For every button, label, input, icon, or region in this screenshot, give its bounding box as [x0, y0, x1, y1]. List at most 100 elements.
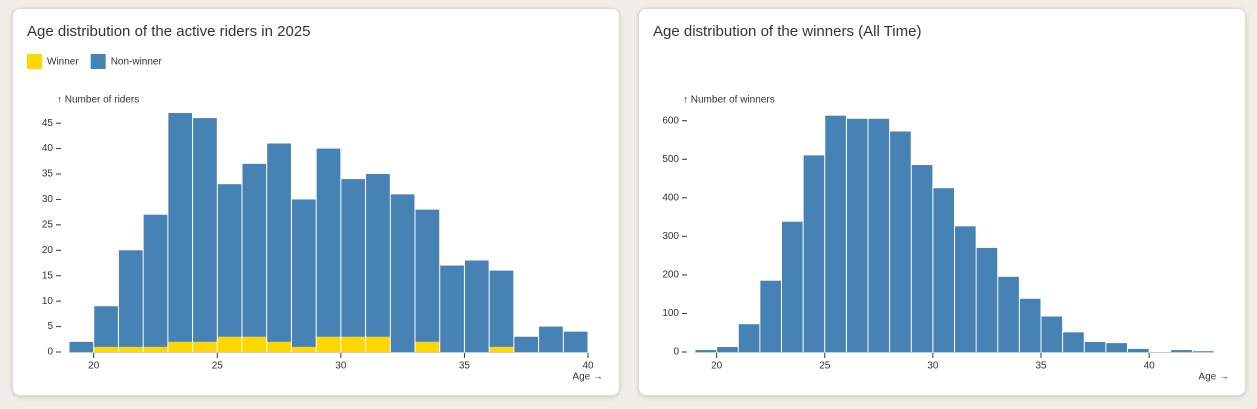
bar [415, 209, 440, 342]
bar [717, 346, 738, 352]
bar [69, 341, 94, 352]
chart-title: Age distribution of the active riders in… [27, 23, 311, 40]
bar [242, 336, 267, 352]
bar [738, 324, 760, 352]
y-tick-label: 25 [42, 220, 54, 231]
bar [890, 131, 911, 352]
bar [217, 336, 242, 352]
bar [695, 350, 717, 352]
y-tick-label: 100 [662, 308, 679, 319]
bar [846, 118, 868, 352]
bar [933, 188, 954, 352]
chart-title: Age distribution of the winners (All Tim… [653, 23, 921, 40]
bar [825, 115, 846, 352]
chart: Age distribution of the winners (All Tim… [653, 23, 1229, 383]
y-tick-label: 40 [42, 143, 54, 154]
y-tick-label: 0 [673, 347, 679, 358]
y-tick-label: 0 [47, 347, 53, 358]
y-tick-label: 45 [42, 118, 54, 129]
bar [514, 336, 539, 352]
x-tick-label: 35 [459, 361, 471, 372]
bar [267, 143, 291, 342]
bar [464, 260, 489, 352]
bar [390, 194, 415, 352]
bar [267, 341, 291, 352]
bar [341, 179, 366, 337]
bar [998, 276, 1019, 352]
bar [1063, 332, 1084, 352]
x-axis-label: Age → [1198, 372, 1229, 383]
x-tick-label: 30 [927, 361, 939, 372]
x-tick-label: 30 [335, 361, 347, 372]
legend-label: Non-winner [111, 57, 163, 68]
bar [291, 199, 316, 347]
y-tick-label: 300 [662, 231, 679, 242]
bar [143, 214, 168, 347]
bar [760, 280, 781, 352]
y-tick-label: 30 [42, 194, 54, 205]
bar [291, 346, 316, 352]
bar [94, 346, 118, 352]
bar [341, 336, 366, 352]
bar [868, 118, 890, 352]
bar [1106, 343, 1127, 352]
y-tick-label: 10 [42, 296, 54, 307]
bar [1019, 298, 1041, 352]
bar [911, 165, 933, 352]
bar [440, 265, 464, 352]
bar [366, 174, 390, 337]
x-tick-label: 25 [212, 361, 224, 372]
bar [539, 326, 563, 352]
bar [193, 341, 217, 352]
bar [976, 247, 998, 352]
bar [168, 341, 193, 352]
bar [366, 336, 390, 352]
y-axis-label: ↑ Number of riders [57, 95, 139, 106]
card: Age distribution of the winners (All Tim… [638, 8, 1246, 396]
bar [563, 331, 588, 352]
bar [489, 270, 514, 347]
bar [1192, 351, 1214, 352]
y-tick-label: 15 [42, 270, 54, 281]
bar [118, 250, 143, 347]
legend-label: Winner [47, 57, 79, 68]
x-tick-label: 40 [1144, 361, 1156, 372]
y-tick-label: 5 [47, 321, 53, 332]
bar [1041, 316, 1063, 352]
bar [782, 221, 803, 352]
y-tick-label: 200 [662, 270, 679, 281]
bar [118, 346, 143, 352]
legend-swatch [27, 54, 42, 69]
legend-swatch [90, 54, 106, 69]
bar [94, 306, 118, 347]
y-axis-label: ↑ Number of winners [683, 95, 775, 106]
x-tick-label: 40 [582, 361, 594, 372]
bar [1084, 341, 1106, 352]
x-tick-label: 25 [819, 361, 831, 372]
bar [143, 346, 168, 352]
y-tick-label: 500 [662, 154, 679, 165]
x-tick-label: 20 [711, 361, 723, 372]
x-axis-label: Age → [572, 372, 603, 383]
bar [193, 118, 217, 342]
bar [316, 148, 341, 337]
x-tick-label: 35 [1035, 361, 1047, 372]
bar [1171, 350, 1192, 352]
y-tick-label: 400 [662, 192, 679, 203]
bar [168, 113, 193, 342]
bar [242, 163, 267, 337]
y-tick-label: 35 [42, 169, 54, 180]
y-tick-label: 600 [662, 115, 679, 126]
bar [803, 155, 825, 352]
bar [415, 341, 440, 352]
card: Age distribution of the active riders in… [12, 8, 620, 396]
y-tick-label: 20 [42, 245, 54, 256]
bar [1128, 348, 1149, 352]
chart: Age distribution of the active riders in… [27, 23, 603, 383]
bar [955, 226, 976, 352]
bar [217, 184, 242, 337]
bar [316, 336, 341, 352]
bar [489, 346, 514, 352]
x-tick-label: 20 [88, 361, 100, 372]
